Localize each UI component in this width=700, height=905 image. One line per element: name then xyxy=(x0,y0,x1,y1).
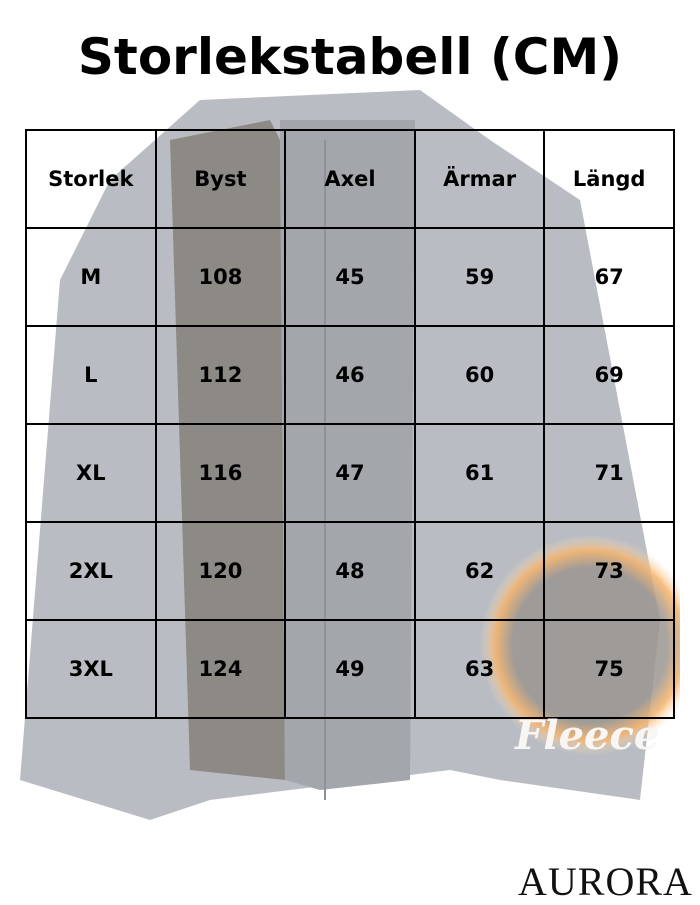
table-cell: M xyxy=(25,227,157,327)
table-row: 3XL 124 49 63 75 xyxy=(25,619,675,719)
table-cell: L xyxy=(25,325,157,425)
table-cell: 60 xyxy=(413,325,546,425)
table-cell: 71 xyxy=(543,423,675,523)
table-row: XL 116 47 61 71 xyxy=(25,423,675,523)
table-cell: 73 xyxy=(543,521,675,621)
table-cell: 59 xyxy=(413,227,546,327)
table-cell: 62 xyxy=(413,521,546,621)
table-header-row: Storlek Byst Axel Ärmar Längd xyxy=(25,129,675,229)
table-cell: 116 xyxy=(154,423,287,523)
table-cell: 49 xyxy=(284,619,416,719)
table-cell: 63 xyxy=(413,619,546,719)
page-title: Storlekstabell (CM) xyxy=(77,28,623,86)
header-cell: Byst xyxy=(154,129,287,229)
header-cell: Ärmar xyxy=(413,129,546,229)
table-row: 2XL 120 48 62 73 xyxy=(25,521,675,621)
table-cell: 120 xyxy=(154,521,287,621)
header-cell: Storlek xyxy=(25,129,157,229)
table-cell: 46 xyxy=(284,325,416,425)
table-cell: 45 xyxy=(284,227,416,327)
fleece-badge: Fleece xyxy=(515,712,660,759)
brand-logo: AURORA xyxy=(518,859,693,904)
table-cell: 3XL xyxy=(25,619,157,719)
table-cell: 112 xyxy=(154,325,287,425)
table-cell: 61 xyxy=(413,423,546,523)
table-cell: 67 xyxy=(543,227,675,327)
table-cell: 75 xyxy=(543,619,675,719)
table-cell: 47 xyxy=(284,423,416,523)
table-row: M 108 45 59 67 xyxy=(25,227,675,327)
table-cell: 48 xyxy=(284,521,416,621)
header-cell: Axel xyxy=(284,129,416,229)
header-cell: Längd xyxy=(543,129,675,229)
size-table: Storlek Byst Axel Ärmar Längd M 108 45 5… xyxy=(25,129,675,719)
table-cell: 108 xyxy=(154,227,287,327)
table-cell: 124 xyxy=(154,619,287,719)
table-cell: 69 xyxy=(543,325,675,425)
table-cell: 2XL xyxy=(25,521,157,621)
table-row: L 112 46 60 69 xyxy=(25,325,675,425)
table-cell: XL xyxy=(25,423,157,523)
